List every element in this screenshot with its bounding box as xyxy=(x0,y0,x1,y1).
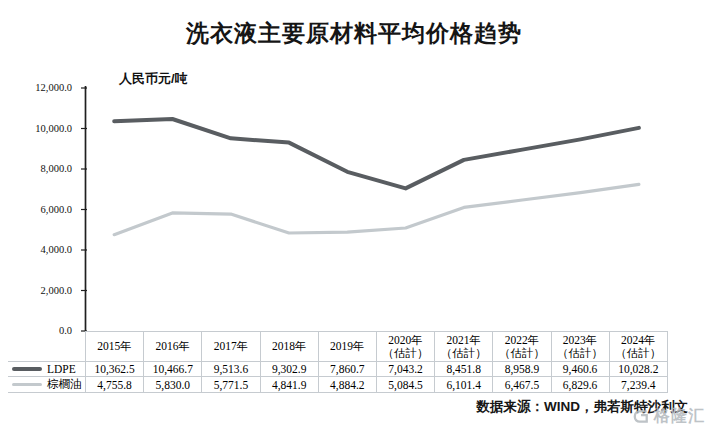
table-value-cell: 9,460.6 xyxy=(551,362,609,377)
legend-line-swatch xyxy=(12,367,42,371)
series-line-ldpe xyxy=(114,119,639,188)
y-axis-tick-label: 10,000.0 xyxy=(0,123,72,134)
legend-cell: 棕櫚油 xyxy=(9,377,86,393)
table-value-cell: 6,101.4 xyxy=(435,377,493,393)
price-trend-chart: 洗衣液主要原材料平均价格趋势 人民币元/吨 0.02,000.04,000.06… xyxy=(0,0,708,430)
gelonghui-logo-icon xyxy=(632,407,651,426)
table-value-cell: 8,451.8 xyxy=(435,362,493,377)
watermark: 格隆汇 xyxy=(632,406,705,427)
table-year-header: 2019年 xyxy=(318,332,376,362)
table-value-cell: 7,043.2 xyxy=(376,362,434,377)
table-year-header: 2018年 xyxy=(260,332,318,362)
table-row: LDPE 10,362.510,466.79,513.69,302.97,860.… xyxy=(9,362,668,377)
table-corner-cell xyxy=(9,332,86,362)
y-axis-tick-label: 12,000.0 xyxy=(0,82,72,93)
data-table: 2015年2016年2017年2018年2019年2020年（估計）2021年（… xyxy=(8,331,668,393)
table-value-cell: 9,513.6 xyxy=(202,362,260,377)
y-axis-tick-label: 8,000.0 xyxy=(0,163,72,174)
table-value-cell: 7,239.4 xyxy=(609,377,667,393)
table-value-cell: 10,028.2 xyxy=(609,362,667,377)
table-value-cell: 4,841.9 xyxy=(260,377,318,393)
table-value-cell: 10,466.7 xyxy=(144,362,202,377)
table-year-header: 2021年（估計） xyxy=(435,332,493,362)
y-axis-tick-label: 2,000.0 xyxy=(0,285,72,296)
table-value-cell: 4,884.2 xyxy=(318,377,376,393)
watermark-text: 格隆汇 xyxy=(654,406,705,427)
legend-series-name: LDPE xyxy=(47,363,76,375)
y-axis-tick-label: 6,000.0 xyxy=(0,204,72,215)
series-line-棕櫚油 xyxy=(114,184,639,234)
table-value-cell: 5,830.0 xyxy=(144,377,202,393)
table-row: 棕櫚油 4,755.85,830.05,771.54,841.94,884.25,… xyxy=(9,377,668,393)
table-year-header: 2020年（估計） xyxy=(376,332,434,362)
table-year-header: 2024年（估計） xyxy=(609,332,667,362)
table-year-header: 2016年 xyxy=(144,332,202,362)
table-year-header: 2015年 xyxy=(86,332,144,362)
table-value-cell: 6,467.5 xyxy=(493,377,551,393)
table-value-cell: 4,755.8 xyxy=(86,377,144,393)
legend-cell: LDPE xyxy=(9,362,86,377)
table-year-header: 2022年（估計） xyxy=(493,332,551,362)
table-value-cell: 10,362.5 xyxy=(86,362,144,377)
table-value-cell: 7,860.7 xyxy=(318,362,376,377)
table-value-cell: 8,958.9 xyxy=(493,362,551,377)
legend-line-swatch xyxy=(12,383,42,386)
legend-series-name: 棕櫚油 xyxy=(47,378,82,390)
table-value-cell: 5,084.5 xyxy=(376,377,434,393)
table-value-cell: 9,302.9 xyxy=(260,362,318,377)
table-value-cell: 6,829.6 xyxy=(551,377,609,393)
table-year-header: 2023年（估計） xyxy=(551,332,609,362)
table-value-cell: 5,771.5 xyxy=(202,377,260,393)
table-year-header: 2017年 xyxy=(202,332,260,362)
y-axis-tick-label: 4,000.0 xyxy=(0,244,72,255)
